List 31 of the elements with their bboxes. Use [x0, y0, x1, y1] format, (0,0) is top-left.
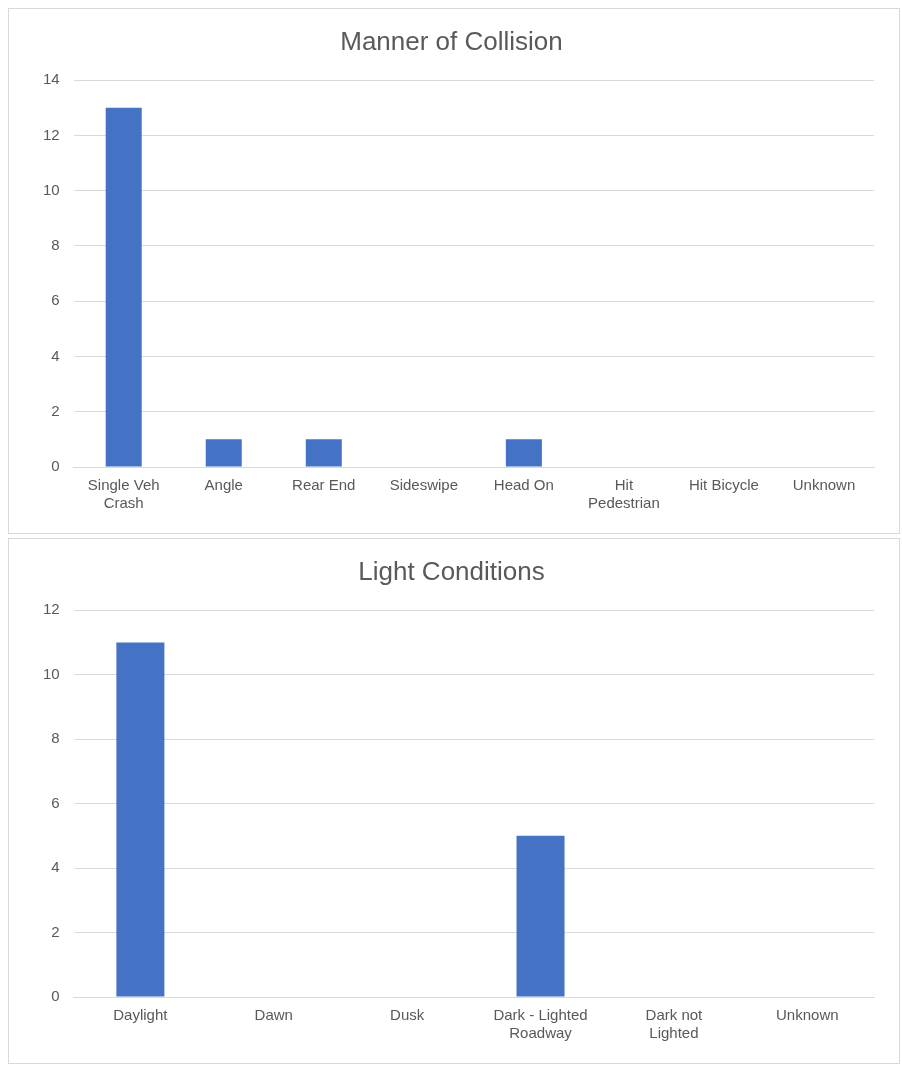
y-tick-label: 0 [51, 457, 60, 475]
y-tick-label: 12 [43, 600, 60, 618]
x-tick-label: Dark not Lighted [645, 1006, 704, 1042]
x-tick-label: Rear End [292, 476, 356, 494]
y-tick-label: 8 [51, 729, 60, 747]
y-tick-label: 6 [51, 291, 60, 309]
y-tick-label: 6 [51, 793, 60, 811]
x-tick-label: Sideswipe [389, 476, 459, 494]
x-tick-label: Angle [204, 476, 243, 494]
x-tick-label: Dawn [254, 1006, 293, 1024]
x-tick-label: Dusk [390, 1006, 425, 1024]
chart-title: Light Conditions [358, 555, 545, 586]
y-tick-label: 4 [51, 346, 60, 364]
x-tick-label: Daylight [113, 1006, 169, 1024]
y-tick-label: 0 [51, 987, 60, 1005]
y-tick-label: 10 [43, 664, 60, 682]
x-tick-label: Hit Bicycle [688, 476, 759, 494]
x-tick-label: Hit Pedestrian [588, 476, 660, 512]
y-tick-label: 10 [43, 180, 60, 198]
y-tick-label: 4 [51, 858, 60, 876]
y-tick-label: 8 [51, 236, 60, 254]
y-tick-label: 14 [43, 70, 60, 88]
x-tick-label: Unknown [776, 1006, 839, 1024]
x-tick-label: Unknown [792, 476, 856, 494]
x-tick-label: Head On [493, 476, 554, 494]
y-tick-label: 2 [51, 922, 60, 940]
y-tick-label: 2 [51, 401, 60, 419]
y-tick-label: 12 [43, 125, 60, 143]
x-tick-label: Single Veh Crash [87, 476, 160, 512]
x-tick-label: Dark - Lighted Roadway [493, 1006, 588, 1042]
chart-title: Manner of Collision [340, 25, 563, 56]
